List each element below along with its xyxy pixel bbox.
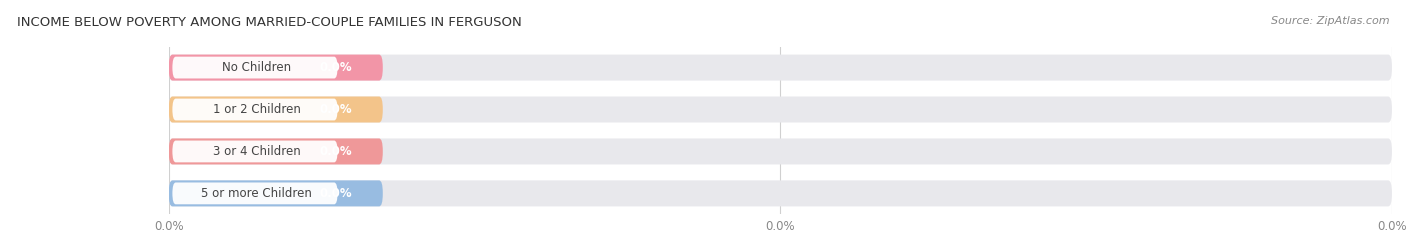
FancyBboxPatch shape [173, 57, 337, 79]
Text: 5 or more Children: 5 or more Children [201, 187, 312, 200]
FancyBboxPatch shape [169, 138, 382, 164]
Text: 1 or 2 Children: 1 or 2 Children [212, 103, 301, 116]
FancyBboxPatch shape [169, 55, 1392, 81]
FancyBboxPatch shape [169, 138, 1392, 164]
FancyBboxPatch shape [173, 140, 337, 162]
FancyBboxPatch shape [169, 55, 382, 81]
Text: Source: ZipAtlas.com: Source: ZipAtlas.com [1271, 16, 1389, 26]
Text: 0.0%: 0.0% [321, 103, 353, 116]
FancyBboxPatch shape [173, 182, 337, 204]
FancyBboxPatch shape [169, 180, 1392, 206]
FancyBboxPatch shape [169, 180, 382, 206]
Text: 0.0%: 0.0% [321, 61, 353, 74]
FancyBboxPatch shape [169, 96, 382, 123]
FancyBboxPatch shape [173, 99, 337, 120]
Text: 0.0%: 0.0% [321, 145, 353, 158]
Text: INCOME BELOW POVERTY AMONG MARRIED-COUPLE FAMILIES IN FERGUSON: INCOME BELOW POVERTY AMONG MARRIED-COUPL… [17, 16, 522, 29]
FancyBboxPatch shape [169, 96, 1392, 123]
Text: No Children: No Children [222, 61, 291, 74]
Text: 3 or 4 Children: 3 or 4 Children [212, 145, 301, 158]
Text: 0.0%: 0.0% [321, 187, 353, 200]
